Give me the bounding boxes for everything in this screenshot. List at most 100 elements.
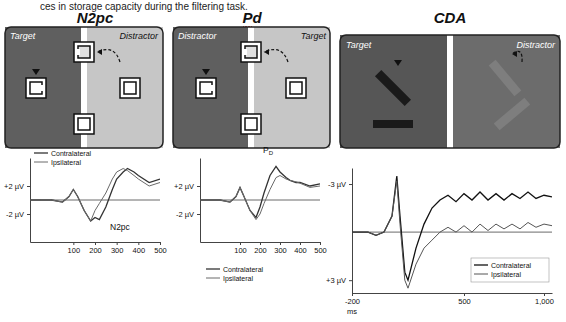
stimulus-bar <box>489 60 522 96</box>
field-label: Distractor <box>516 40 556 50</box>
y-tick-label: +2 µV <box>4 182 24 191</box>
legend-label: Ipsilateral <box>491 271 521 279</box>
legend: ContralateralIpsilateral <box>34 150 92 167</box>
stimulus-bar <box>494 98 530 131</box>
y-tick-mark <box>349 280 352 281</box>
stimulus-inner <box>124 82 136 94</box>
x-tick: 500 <box>314 242 327 255</box>
legend-swatch <box>206 268 220 269</box>
panel-frame <box>340 35 560 148</box>
stimulus-inner <box>290 82 302 94</box>
x-tick-label: 400 <box>133 246 146 255</box>
x-axis: 100 200 300 400 500 <box>201 242 327 255</box>
y-tick: -2 µV <box>176 210 200 219</box>
target-cue <box>32 69 40 75</box>
x-tick-label: 1,000 <box>535 297 554 306</box>
x-tick-label: 500 <box>314 246 327 255</box>
y-tick-label: -3 µV <box>328 180 346 189</box>
y-tick-label: -2 µV <box>6 210 24 219</box>
legend-label: Ipsilateral <box>223 275 253 283</box>
y-tick: -2 µV <box>6 210 30 219</box>
y-tick-mark <box>197 214 200 215</box>
component-label: PD <box>263 145 274 156</box>
legend-swatch <box>474 274 488 275</box>
plot-area <box>200 166 320 219</box>
stimulus-gap <box>243 49 247 55</box>
plot-area <box>352 176 552 288</box>
y-axis: +2 µV -2 µV <box>4 159 30 243</box>
x-tick-label: 400 <box>294 246 307 255</box>
legend-label: Contralateral <box>223 266 264 273</box>
x-tick: 400 <box>294 242 307 255</box>
panel: CDA-2005001,000-3 µV+3 µVmsTargetDistrac… <box>326 9 560 316</box>
x-tick-mark <box>95 242 96 245</box>
panel-title: CDA <box>434 9 467 26</box>
y-tick: +3 µV <box>326 276 352 285</box>
x-tick-label: 300 <box>111 246 124 255</box>
legend-label: Contralateral <box>491 262 532 269</box>
waveform <box>352 181 552 288</box>
x-tick-label: -200 <box>345 297 360 306</box>
y-tick-mark <box>197 186 200 187</box>
panel-right-field <box>251 27 330 148</box>
y-tick: +2 µV <box>4 182 30 191</box>
x-tick-mark <box>240 242 241 245</box>
legend-swatch <box>34 152 48 153</box>
y-tick-mark <box>349 184 352 185</box>
y-tick-label: -2 µV <box>176 210 194 219</box>
x-tick-label: 500 <box>458 297 471 306</box>
component-label: N2pc <box>110 222 131 232</box>
legend-swatch <box>474 264 488 265</box>
y-tick-mark <box>27 214 30 215</box>
waveform <box>352 176 552 280</box>
x-tick: 500 <box>458 293 471 306</box>
y-axis-line <box>352 169 353 294</box>
x-tick: 500 <box>154 242 167 255</box>
waveform <box>200 176 320 220</box>
x-tick: -200 <box>345 293 360 306</box>
field-label: Target <box>346 40 372 50</box>
waveform <box>30 169 160 222</box>
stimulus-bar <box>375 70 411 106</box>
x-axis: 100200300400500 <box>31 242 167 255</box>
x-tick-label: 300 <box>274 246 287 255</box>
x-axis-line <box>353 293 553 294</box>
stimulus-gap <box>40 85 44 91</box>
figure: ces in storage capacity during the filte… <box>0 0 566 322</box>
plot-area <box>30 169 160 222</box>
x-tick-label: 100 <box>234 246 247 255</box>
x-tick-label: 200 <box>254 246 267 255</box>
legend-swatch <box>206 278 220 279</box>
stimulus-square <box>120 78 140 98</box>
stimulus-inner <box>245 118 257 130</box>
x-tick-mark <box>73 242 74 245</box>
caption: ces in storage capacity during the filte… <box>40 1 248 12</box>
target-cue <box>202 69 210 75</box>
y-tick-mark <box>27 186 30 187</box>
x-tick-label: 500 <box>154 246 167 255</box>
x-tick-label: 200 <box>89 246 102 255</box>
stimulus-inner <box>78 118 90 130</box>
panel-frame <box>5 27 163 148</box>
x-tick: 400 <box>133 242 146 255</box>
x-tick: 1,000 <box>535 293 554 306</box>
stimulus-square <box>286 78 306 98</box>
x-tick-mark <box>280 242 281 245</box>
x-tick: 300 <box>111 242 124 255</box>
capture-arrow <box>264 50 288 62</box>
x-tick-mark <box>138 242 139 245</box>
y-tick-label: +2 µV <box>174 182 194 191</box>
panel-left-field <box>5 27 84 148</box>
panel-frame <box>173 27 330 148</box>
x-tick-mark <box>300 242 301 245</box>
legend: Contralateral Ipsilateral <box>471 258 549 282</box>
waveform <box>30 169 160 222</box>
stimulus-square <box>74 114 94 134</box>
stimulus-square <box>241 42 261 62</box>
legend-label: Contralateral <box>51 150 92 157</box>
stimulus-bar <box>373 120 413 128</box>
x-tick-mark <box>320 242 321 245</box>
capture-arrow <box>512 51 522 62</box>
waveform <box>200 166 320 217</box>
legend-swatch <box>34 162 48 163</box>
